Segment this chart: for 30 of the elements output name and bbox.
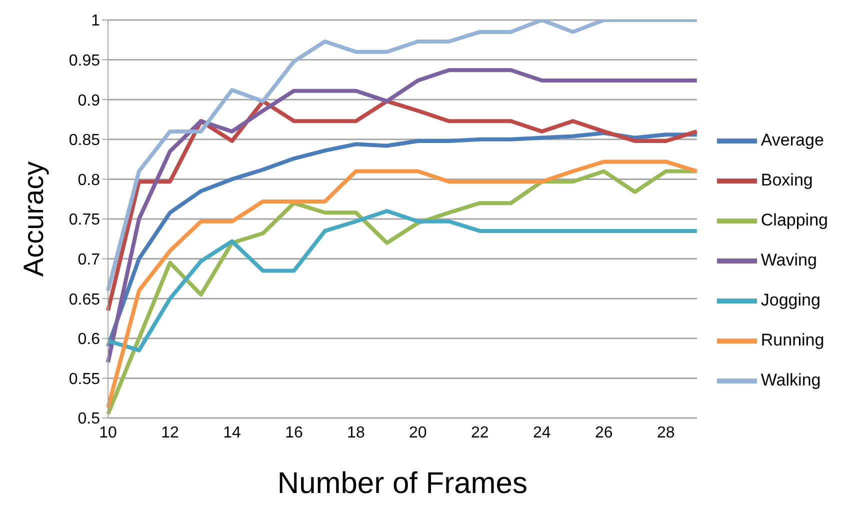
x-tick-label: 10 <box>99 424 117 442</box>
legend-label: Clapping <box>760 210 828 229</box>
y-tick-label: 0.75 <box>68 212 100 229</box>
y-tick-label: 0.6 <box>78 331 100 348</box>
legend-label: Average <box>760 130 824 149</box>
y-tick-label: 0.9 <box>78 92 100 110</box>
x-axis-title: Number of Frames <box>277 467 528 500</box>
y-tick-label: 0.5 <box>78 410 100 428</box>
legend-label: Jogging <box>760 290 820 309</box>
x-tick-label: 16 <box>285 424 303 442</box>
y-tick-label: 0.85 <box>68 132 100 150</box>
y-tick-label: 0.8 <box>78 172 100 189</box>
y-tick-label: 0.55 <box>68 370 100 388</box>
legend-label: Waving <box>760 250 817 269</box>
y-tick-label: 1 <box>91 12 100 30</box>
y-tick-label: 0.65 <box>68 291 100 308</box>
y-tick-label: 0.7 <box>78 251 100 268</box>
x-tick-label: 14 <box>223 424 241 442</box>
x-tick-label: 26 <box>595 424 613 442</box>
x-tick-label: 24 <box>533 424 551 442</box>
x-tick-label: 28 <box>657 424 675 442</box>
x-tick-label: 18 <box>347 424 365 442</box>
y-tick-label: 0.95 <box>68 52 100 70</box>
legend-label: Running <box>760 330 824 349</box>
x-tick-label: 12 <box>161 424 179 442</box>
legend-label: Boxing <box>760 170 813 189</box>
y-axis-title: Accuracy <box>18 161 49 277</box>
x-tick-label: 20 <box>409 424 427 442</box>
legend-label: Walking <box>760 370 821 389</box>
x-tick-label: 22 <box>471 424 489 442</box>
